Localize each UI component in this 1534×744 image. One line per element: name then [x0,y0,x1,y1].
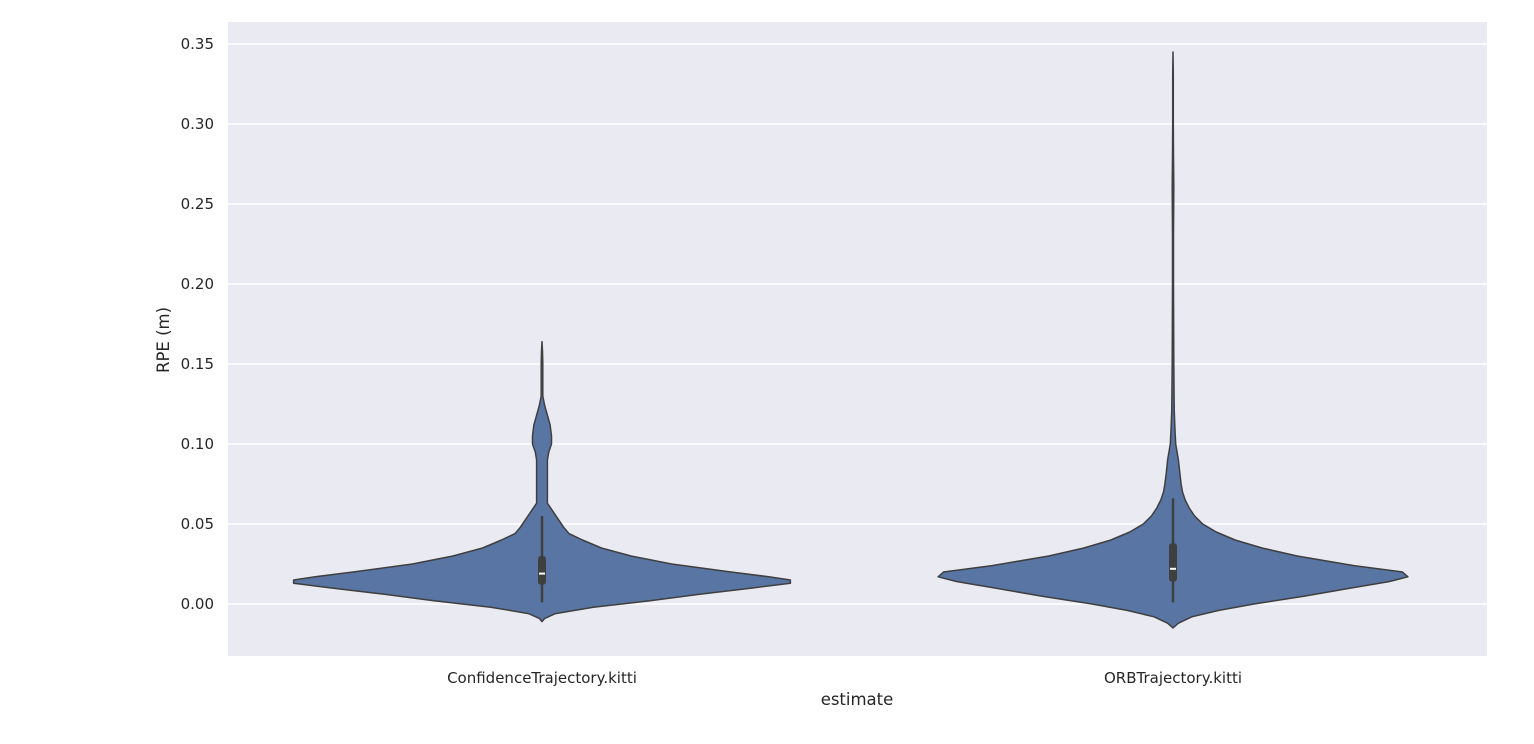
violin-iqr-box [1169,543,1177,582]
y-tick-label: 0.00 [181,595,214,613]
y-tick-label: 0.30 [181,115,214,133]
y-tick-label: 0.10 [181,435,214,453]
y-axis-label: RPE (m) [154,307,173,373]
y-tick-label: 0.20 [181,275,214,293]
x-tick-labels: ConfidenceTrajectory.kitti ORBTrajectory.… [447,669,1242,687]
x-axis-label: estimate [821,690,894,709]
violin-body [292,340,792,623]
y-tick-label: 0.15 [181,355,214,373]
x-tick-label: ORBTrajectory.kitti [1104,669,1242,687]
y-tick-label: 0.35 [181,35,214,53]
x-tick-label: ConfidenceTrajectory.kitti [447,669,637,687]
y-tick-label: 0.25 [181,195,214,213]
y-tick-labels: 0.00 0.05 0.10 0.15 0.20 0.25 0.30 0.35 [181,35,214,613]
violin-body [937,51,1409,629]
plot-area-background [228,22,1487,656]
y-tick-label: 0.05 [181,515,214,533]
grid-lines [228,43,1487,605]
violins [292,51,1409,629]
violin-iqr-box [538,556,546,585]
